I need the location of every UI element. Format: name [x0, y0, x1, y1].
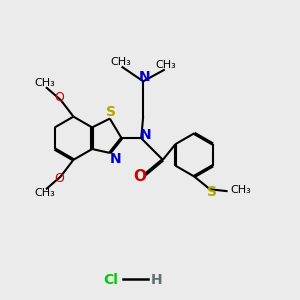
Text: S: S	[207, 185, 217, 199]
Text: N: N	[139, 128, 151, 142]
Text: H: H	[151, 273, 163, 286]
Text: CH₃: CH₃	[110, 57, 131, 67]
Text: Cl: Cl	[103, 273, 118, 286]
Text: CH₃: CH₃	[34, 78, 56, 88]
Text: O: O	[54, 92, 64, 104]
Text: O: O	[133, 169, 146, 184]
Text: N: N	[138, 70, 150, 84]
Text: S: S	[106, 105, 116, 119]
Text: CH₃: CH₃	[34, 188, 56, 198]
Text: CH₃: CH₃	[230, 185, 251, 195]
Text: CH₃: CH₃	[155, 60, 176, 70]
Text: O: O	[54, 172, 64, 185]
Text: N: N	[110, 152, 122, 166]
